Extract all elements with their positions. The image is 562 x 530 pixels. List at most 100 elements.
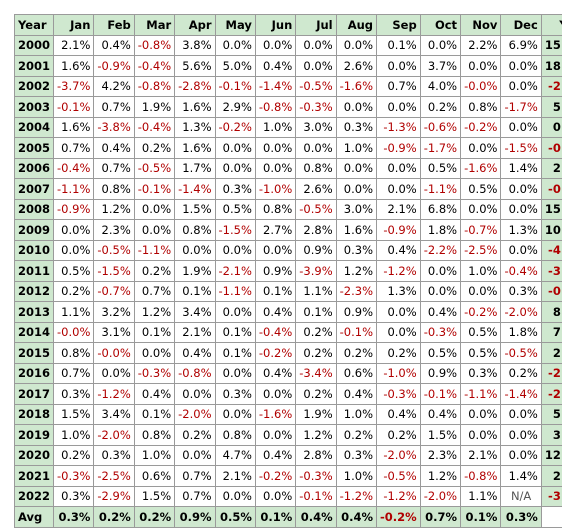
month-return-cell: 0.2% [335,424,378,446]
month-return-cell: 0.0% [500,178,542,200]
month-return-cell: 1.1% [53,301,95,323]
month-return-cell: -1.7% [419,137,462,159]
month-return-cell: -0.0% [93,342,135,364]
month-return-cell: 0.4% [133,383,176,405]
annual-return-cell: 8.7% [540,301,562,323]
annual-return-cell: 15.2% [540,198,562,220]
month-return-cell: 0.4% [419,403,462,425]
table-row: 2018 1.5% 3.4% 0.1% -2.0% 0.0% -1.6% 1.9% 1.0% 0.… [13,403,562,425]
annual-return-cell: 7.1% [540,321,562,343]
month-return-cell: 0.6% [133,465,176,487]
month-return-cell: -1.2% [93,383,135,405]
month-return-cell: -1.0% [254,178,297,200]
month-return-cell: 0.4% [254,301,297,323]
month-return-cell: 0.7% [93,96,135,118]
month-return-cell: -2.0% [419,485,462,507]
annual-return-cell: -0.3% [540,280,562,302]
month-return-cell: 0.2% [133,137,176,159]
month-return-cell: -0.8% [133,75,176,97]
month-return-cell: 0.0% [214,485,256,507]
table-row: 2005 0.7% 0.4% 0.2% 1.6% 0.0% 0.0% 0.0% 1.0% -0.9… [13,137,562,159]
column-header: Feb [93,14,135,36]
annual-return-cell: 2.6% [540,157,562,179]
year-cell: 2017 [13,383,55,405]
month-return-cell: 0.2% [295,321,337,343]
month-return-cell: 2.8% [295,444,337,466]
annual-return-cell: -3.6% [540,260,562,282]
month-return-cell: 1.0% [133,444,176,466]
month-return-cell: 0.1% [295,301,337,323]
table-row: 2021 -0.3% -2.5% 0.6% 0.7% 2.1% -0.2% -0.3% 1.0%… [13,465,562,487]
month-return-cell: 1.2% [93,198,135,220]
month-return-cell: 0.5% [460,178,502,200]
month-return-cell: 0.0% [419,260,462,282]
column-header: Yr% [540,14,562,36]
month-return-cell: -2.3% [335,280,378,302]
month-return-cell: -1.5% [500,137,542,159]
year-cell: 2009 [13,219,55,241]
average-month-cell: 0.9% [174,506,216,528]
month-return-cell: -1.6% [254,403,297,425]
month-return-cell: 0.0% [174,383,216,405]
month-return-cell: 1.3% [500,219,542,241]
annual-return-cell: -4.5% [540,239,562,261]
month-return-cell: 0.3% [53,485,95,507]
month-return-cell: 0.0% [214,34,256,56]
month-return-cell: 1.5% [133,485,176,507]
annual-return-cell: -2.4% [540,75,562,97]
month-return-cell: 0.5% [460,342,502,364]
annual-return-cell: -3.7% [540,485,562,507]
month-return-cell: 0.2% [295,342,337,364]
month-return-cell: 0.0% [335,96,378,118]
annual-return-cell: -2.4% [540,362,562,384]
average-row: Avg 0.3% 0.2% 0.2% 0.9% 0.5% 0.1% 0.4% 0.4% -0.2%… [13,506,562,528]
month-return-cell: 0.4% [254,362,297,384]
month-return-cell: -3.4% [295,362,337,384]
month-return-cell: -0.7% [460,219,502,241]
month-return-cell: -0.5% [500,342,542,364]
returns-table-container: Year Jan Feb Mar Apr May Jun Jul Aug Sep Oct Nov Dec… [13,14,562,528]
month-return-cell: 0.0% [500,403,542,425]
column-header: Mar [133,14,176,36]
annual-return-cell: 10.6% [540,219,562,241]
month-return-cell: 3.2% [93,301,135,323]
month-return-cell: 0.4% [93,137,135,159]
year-cell: 2011 [13,260,55,282]
month-return-cell: 2.1% [214,465,256,487]
month-return-cell: -0.9% [93,55,135,77]
month-return-cell: -0.1% [335,321,378,343]
column-header: Aug [335,14,378,36]
month-return-cell: -0.2% [254,465,297,487]
month-return-cell: -2.2% [419,239,462,261]
month-return-cell: -1.4% [254,75,297,97]
month-return-cell: 1.0% [254,116,297,138]
month-return-cell: 0.8% [214,424,256,446]
average-label: Avg [13,506,55,528]
month-return-cell: 0.2% [335,342,378,364]
month-return-cell: 1.8% [419,219,462,241]
month-return-cell: 2.6% [335,55,378,77]
annual-return-cell: -0.5% [540,178,562,200]
month-return-cell: 0.0% [419,280,462,302]
year-cell: 2012 [13,280,55,302]
year-cell: 2008 [13,198,55,220]
year-cell: 2021 [13,465,55,487]
table-body: 2000 2.1% 0.4% -0.8% 3.8% 0.0% 0.0% 0.0% 0.0% 0.1… [13,34,562,528]
month-return-cell: -0.8% [174,362,216,384]
month-return-cell: 0.0% [295,137,337,159]
month-return-cell: 1.5% [53,403,95,425]
month-return-cell: 4.7% [214,444,256,466]
month-return-cell: -1.5% [93,260,135,282]
average-month-cell: 0.1% [254,506,297,528]
month-return-cell: 0.1% [214,342,256,364]
month-return-cell: 0.0% [214,403,256,425]
month-return-cell: 0.0% [254,239,297,261]
month-return-cell: -1.6% [335,75,378,97]
month-return-cell: 0.9% [419,362,462,384]
annual-return-cell: 0.7% [540,116,562,138]
month-return-cell: -1.0% [376,362,421,384]
month-return-cell: 0.0% [460,198,502,220]
month-return-cell: 3.1% [93,321,135,343]
year-cell: 2007 [13,178,55,200]
month-return-cell: 4.2% [93,75,135,97]
